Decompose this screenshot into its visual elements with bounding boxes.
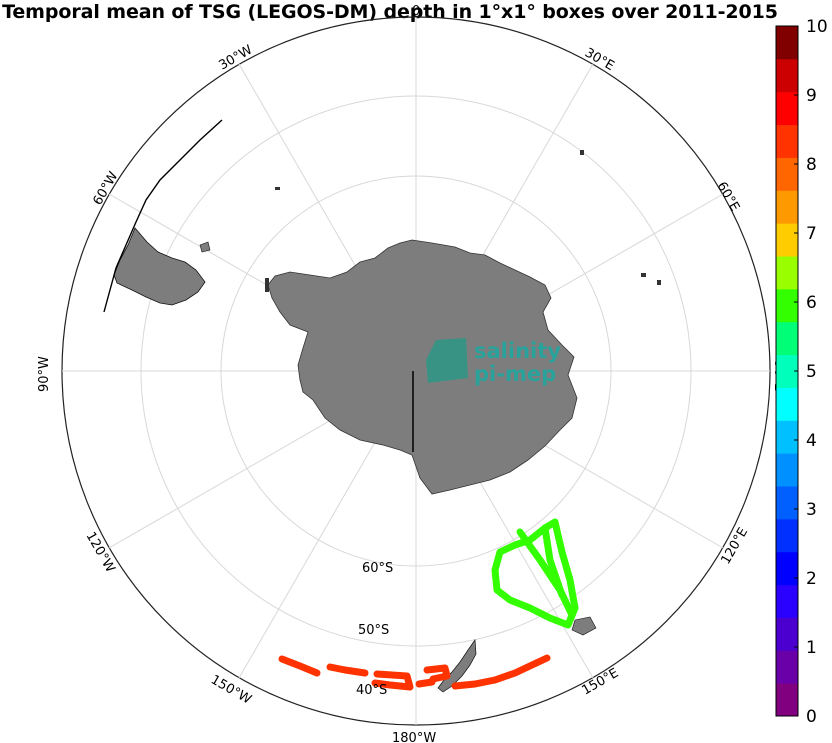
colorbar-segment [776, 124, 798, 158]
colorbar-tick-label: 1 [806, 638, 817, 658]
colorbar-segment [776, 321, 798, 356]
island [265, 278, 269, 292]
south-america-coast [103, 119, 223, 313]
lon-label-180w: 180°W [392, 731, 436, 743]
colorbar-segment [776, 288, 798, 323]
falklands-land [199, 241, 211, 253]
colorbar: 0 1 2 3 4 5 6 7 8 9 10 [775, 17, 828, 727]
lon-label-30e: 30°E [582, 45, 617, 74]
colorbar-segment [776, 26, 798, 60]
colorbar-segment [776, 650, 798, 684]
watermark-line1: salinity [474, 339, 561, 363]
lon-label-90w: 90°W [37, 356, 52, 392]
colorbar-segment [776, 617, 798, 651]
colorbar-segment [776, 518, 798, 553]
colorbar-segment [776, 551, 798, 586]
colorbar-segment [776, 486, 798, 520]
salinity-pi-mep-watermark: salinity pi-mep [426, 338, 561, 386]
colorbar-segment [776, 683, 798, 717]
lon-label-0: 0 [412, 4, 420, 19]
lat-label-50s: 50°S [358, 623, 389, 638]
colorbar-tick-label: 2 [806, 569, 817, 589]
colorbar-segment [776, 223, 798, 257]
colorbar-segment [776, 420, 798, 454]
island [641, 273, 646, 277]
colorbar-tick-label: 0 [806, 707, 817, 727]
colorbar-tick-label: 4 [806, 431, 817, 451]
island [275, 187, 280, 190]
island [580, 150, 584, 155]
tasmania-land [571, 616, 597, 636]
island [657, 280, 661, 285]
colorbar-segment [776, 354, 798, 388]
colorbar-segment [776, 190, 798, 224]
map-title: Temporal mean of TSG (LEGOS-DM) depth in… [2, 1, 778, 23]
watermark-line2: pi-mep [474, 362, 556, 386]
colorbar-segment [776, 584, 798, 618]
colorbar-segment [776, 453, 798, 487]
colorbar-segment [776, 256, 798, 290]
colorbar-segment [776, 58, 798, 93]
colorbar-segment [776, 157, 798, 191]
lon-label-150e: 150°E [580, 666, 622, 699]
colorbar-tick-label: 3 [806, 500, 817, 520]
colorbar-tick-label: 8 [806, 155, 817, 175]
colorbar-tick-label: 7 [806, 224, 817, 244]
lon-label-30w: 30°W [217, 42, 256, 73]
tsg-track-green [491, 518, 579, 629]
colorbar-tick-label: 9 [806, 86, 817, 106]
lat-label-60s: 60°S [362, 561, 393, 576]
colorbar-segment [776, 387, 798, 421]
colorbar-tick-label: 10 [806, 17, 828, 37]
colorbar-tick-label: 5 [806, 362, 817, 382]
lat-label-40s: 40°S [356, 683, 387, 698]
lon-label-150w: 150°W [208, 672, 254, 707]
colorbar-tick-label: 6 [806, 293, 817, 313]
colorbar-segment [776, 91, 798, 126]
antarctica-land [267, 239, 578, 495]
watermark-logo-icon [426, 338, 468, 383]
tsg-track-red [278, 654, 551, 691]
lon-label-60w: 60°W [90, 169, 121, 208]
